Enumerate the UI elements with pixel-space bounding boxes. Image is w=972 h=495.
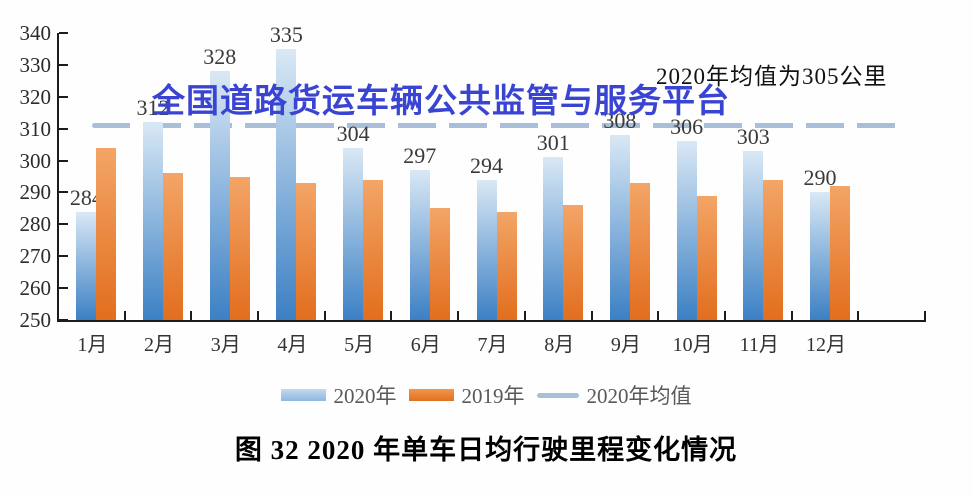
- y-tick: [59, 223, 68, 226]
- x-category-label: 6月: [410, 334, 441, 356]
- legend-label: 2019年: [461, 384, 525, 408]
- bar-2019年-6月: [429, 208, 450, 320]
- value-label: 297: [403, 143, 437, 169]
- x-category-label: 7月: [477, 334, 508, 356]
- chart-legend: 2020年 2019年 2020年均值: [0, 380, 972, 410]
- x-tick: [190, 311, 193, 320]
- bar-2020年-4月: [276, 48, 297, 320]
- x-category-label: 1月: [77, 334, 108, 356]
- x-category-label: 2月: [144, 334, 175, 356]
- bar-2019年-1月: [96, 147, 117, 320]
- bar-2020年-12月: [809, 192, 830, 320]
- watermark-text: 全国道路货运车辆公共监管与服务平台: [152, 82, 730, 119]
- value-label: 312: [136, 95, 170, 121]
- value-label: 306: [670, 114, 704, 140]
- y-tick-label: 280: [19, 212, 52, 237]
- legend-swatch-bar-blue: [280, 389, 326, 401]
- y-tick-label: 340: [19, 21, 52, 45]
- bar-2019年-9月: [629, 182, 650, 320]
- bar-2019年-7月: [496, 211, 517, 320]
- x-category-label: 12月: [805, 334, 846, 356]
- x-category-label: 10月: [672, 334, 713, 356]
- figure-caption: 图 32 2020 年单车日均行驶里程变化情况: [234, 435, 738, 465]
- legend-label: 2020年: [333, 384, 397, 408]
- x-category-label: 9月: [610, 334, 641, 356]
- y-tick: [59, 127, 68, 130]
- x-tick: [924, 311, 926, 320]
- bar-2019年-12月: [829, 186, 850, 320]
- y-tick-label: 300: [19, 148, 52, 173]
- x-category-label: 5月: [344, 334, 375, 356]
- bar-2019年-4月: [296, 182, 317, 320]
- bar-2019年-2月: [163, 173, 184, 320]
- bar-2019年-10月: [696, 195, 717, 320]
- value-label: 303: [736, 123, 770, 149]
- x-category-label: 8月: [544, 334, 575, 356]
- value-label: 294: [470, 152, 503, 178]
- x-tick: [790, 311, 793, 320]
- bar-2019年-11月: [763, 179, 784, 320]
- y-tick-label: 310: [19, 116, 52, 141]
- bar-2020年-8月: [543, 157, 564, 320]
- y-tick-label: 250: [19, 308, 52, 332]
- y-tick: [59, 319, 68, 321]
- y-tick-label: 260: [19, 276, 52, 301]
- y-tick-label: 320: [19, 84, 52, 109]
- value-label: 328: [203, 44, 237, 70]
- bar-2020年-6月: [409, 170, 430, 320]
- x-category-label: 4月: [277, 334, 308, 356]
- legend-item-0: 2020年: [280, 380, 397, 410]
- y-tick: [59, 32, 68, 34]
- y-tick-label: 290: [19, 180, 52, 205]
- bar-2020年-11月: [743, 151, 764, 320]
- mean-line: [92, 123, 898, 129]
- bar-2019年-8月: [563, 205, 584, 320]
- x-tick: [123, 311, 126, 320]
- x-tick: [590, 311, 593, 320]
- y-tick: [59, 287, 68, 290]
- x-tick: [657, 311, 660, 320]
- bar-2020年-1月: [76, 211, 97, 320]
- value-label: 304: [336, 120, 370, 146]
- value-label: 308: [603, 108, 637, 134]
- legend-item-1: 2019年: [408, 380, 525, 410]
- bar-2020年-3月: [209, 71, 230, 320]
- bar-2020年-2月: [143, 122, 164, 320]
- x-tick: [457, 311, 460, 320]
- legend-swatch-line: [536, 392, 579, 398]
- y-tick-label: 270: [19, 244, 52, 269]
- y-tick: [59, 255, 68, 258]
- plot-area: 250 260 270 280 290 300 310 320 330 340 1月 284 2月 312…: [20, 21, 926, 356]
- bar-2020年-7月: [476, 179, 497, 320]
- legend-swatch-bar-orange: [408, 389, 454, 401]
- bar-2020年-5月: [343, 147, 364, 320]
- y-tick: [59, 159, 68, 162]
- x-tick: [723, 311, 726, 320]
- bar-2020年-10月: [676, 141, 697, 320]
- x-tick: [857, 311, 860, 320]
- x-tick: [323, 311, 326, 320]
- y-tick-label: 330: [19, 52, 52, 77]
- bar-2019年-3月: [229, 176, 250, 320]
- x-tick: [390, 311, 393, 320]
- mean-value-annotation: 2020年均值为305公里: [656, 64, 888, 89]
- y-tick: [59, 95, 68, 98]
- x-tick: [257, 311, 260, 320]
- x-category-label: 11月: [739, 334, 779, 356]
- y-tick: [59, 191, 68, 194]
- y-tick: [59, 63, 68, 66]
- x-tick: [523, 311, 526, 320]
- bar-2019年-5月: [363, 179, 384, 320]
- value-label: 335: [269, 21, 303, 47]
- legend-label: 2020年均值: [586, 384, 692, 408]
- value-label: 301: [536, 130, 570, 156]
- bar-2020年-9月: [609, 135, 630, 320]
- legend-item-2: 2020年均值: [536, 380, 692, 410]
- x-category-label: 3月: [210, 334, 241, 356]
